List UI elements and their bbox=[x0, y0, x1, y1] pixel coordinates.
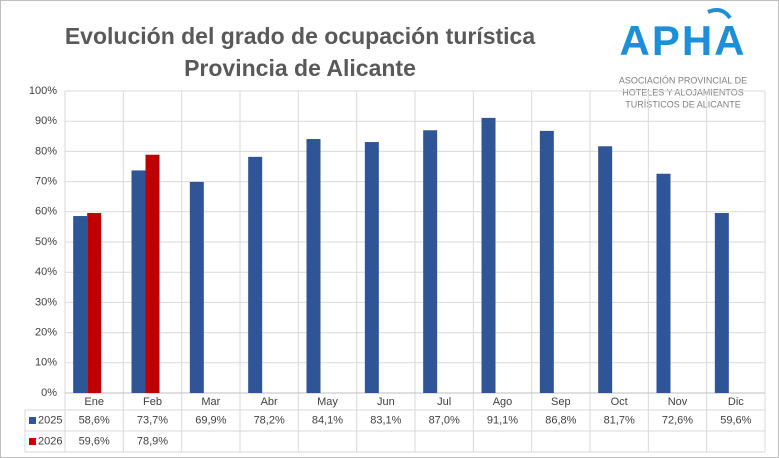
bar bbox=[423, 130, 438, 393]
y-tick-label: 70% bbox=[35, 176, 57, 188]
y-tick-label: 0% bbox=[41, 387, 57, 399]
bar bbox=[131, 170, 146, 393]
legend-swatch bbox=[29, 417, 36, 424]
bar bbox=[73, 216, 88, 393]
table-cell: 91,1% bbox=[487, 414, 518, 426]
table-cell: 59,6% bbox=[720, 414, 751, 426]
bar bbox=[714, 213, 729, 393]
table-cell: 78,2% bbox=[254, 414, 285, 426]
table-cell: 72,6% bbox=[662, 414, 693, 426]
table-cell: 58,6% bbox=[79, 414, 110, 426]
table-cell: 78,9% bbox=[137, 435, 168, 447]
bar bbox=[306, 139, 321, 393]
bar bbox=[539, 130, 554, 393]
bar bbox=[598, 146, 613, 393]
x-tick-label: May bbox=[317, 396, 338, 408]
legend-label: 2025 bbox=[38, 414, 62, 426]
logo-line: HOTELES Y ALOJAMIENTOS bbox=[622, 87, 744, 97]
x-tick-label: Dic bbox=[728, 396, 744, 408]
y-tick-label: 90% bbox=[35, 115, 57, 127]
logo-name: APHA bbox=[619, 17, 746, 64]
bar bbox=[189, 181, 204, 393]
table-cell: 86,8% bbox=[545, 414, 576, 426]
y-tick-label: 10% bbox=[35, 357, 57, 369]
x-tick-label: Mar bbox=[201, 396, 220, 408]
x-tick-label: Ago bbox=[493, 396, 513, 408]
bar bbox=[248, 156, 263, 393]
chart-subtitle: Provincia de Alicante bbox=[184, 55, 416, 81]
legend-label: 2026 bbox=[38, 435, 62, 447]
x-tick-label: Ene bbox=[84, 396, 104, 408]
logo-line: TURÍSTICOS DE ALICANTE bbox=[625, 99, 741, 109]
x-tick-label: Nov bbox=[668, 396, 688, 408]
y-tick-label: 20% bbox=[35, 327, 57, 339]
logo-arc bbox=[707, 8, 732, 20]
bar bbox=[364, 142, 379, 393]
bar bbox=[481, 117, 496, 394]
x-tick-label: Abr bbox=[261, 396, 278, 408]
bar bbox=[145, 154, 160, 393]
table-cell: 73,7% bbox=[137, 414, 168, 426]
x-tick-label: Oct bbox=[611, 396, 628, 408]
bar bbox=[656, 173, 671, 393]
legend-swatch bbox=[29, 438, 36, 445]
y-tick-label: 30% bbox=[35, 296, 57, 308]
y-tick-label: 60% bbox=[35, 206, 57, 218]
table-cell: 84,1% bbox=[312, 414, 343, 426]
y-tick-label: 40% bbox=[35, 266, 57, 278]
logo-line: ASOCIACIÓN PROVINCIAL DE bbox=[619, 75, 747, 85]
y-tick-label: 100% bbox=[29, 85, 57, 97]
x-tick-label: Jun bbox=[377, 396, 395, 408]
y-tick-label: 80% bbox=[35, 145, 57, 157]
bar bbox=[87, 213, 102, 393]
chart-title: Evolución del grado de ocupación turísti… bbox=[65, 23, 536, 49]
y-tick-label: 50% bbox=[35, 236, 57, 248]
table-cell: 81,7% bbox=[604, 414, 635, 426]
x-tick-label: Feb bbox=[143, 396, 162, 408]
x-tick-label: Sep bbox=[551, 396, 571, 408]
table-cell: 69,9% bbox=[195, 414, 226, 426]
table-cell: 59,6% bbox=[79, 435, 110, 447]
x-tick-label: Jul bbox=[437, 396, 451, 408]
table-cell: 83,1% bbox=[370, 414, 401, 426]
table-cell: 87,0% bbox=[429, 414, 460, 426]
